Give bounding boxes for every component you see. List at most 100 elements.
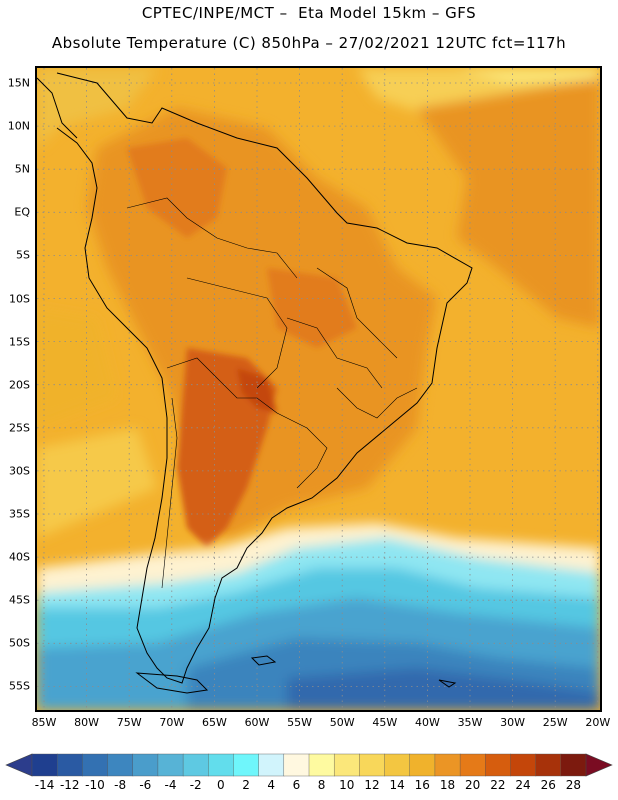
lat-label: 35S bbox=[9, 507, 30, 521]
central-america-coast bbox=[37, 77, 78, 139]
colorbar-tick-label: -4 bbox=[164, 778, 177, 792]
colorbar-segment bbox=[535, 753, 562, 777]
colorbar-over-arrow bbox=[585, 753, 613, 777]
lon-label: 60W bbox=[244, 716, 270, 729]
colorbar-segment bbox=[56, 753, 83, 777]
lat-label: EQ bbox=[14, 205, 30, 219]
lon-label: 20W bbox=[585, 716, 611, 729]
colorbar-tick-label: -12 bbox=[59, 778, 80, 792]
lat-label: 55S bbox=[9, 679, 30, 693]
colorbar-segment bbox=[157, 753, 184, 777]
graticule-grid bbox=[37, 68, 600, 710]
lon-label: 30W bbox=[500, 716, 526, 729]
colorbar-segment bbox=[82, 753, 109, 777]
colorbar-segment bbox=[409, 753, 436, 777]
colorbar-tick-label: 20 bbox=[465, 778, 481, 792]
colorbar-tick-label: 16 bbox=[414, 778, 430, 792]
colorbar-tick-label: 18 bbox=[439, 778, 456, 792]
colorbar-tick-label: 4 bbox=[267, 778, 276, 792]
colorbar-segment bbox=[132, 753, 159, 777]
colorbar-tick-label: 28 bbox=[565, 778, 582, 792]
colorbar-segment bbox=[258, 753, 285, 777]
tierra-del-fuego bbox=[135, 672, 209, 694]
field-12-14-north bbox=[457, 68, 600, 82]
lat-label: 5N bbox=[14, 162, 30, 176]
colorbar-segment bbox=[434, 753, 461, 777]
border-paraguay-uruguay bbox=[276, 412, 328, 489]
lon-label: 35W bbox=[457, 716, 483, 729]
south-georgia bbox=[438, 679, 457, 688]
colorbar-tick-label: 14 bbox=[389, 778, 405, 792]
coastlines bbox=[37, 72, 473, 694]
colorbar-segment bbox=[384, 753, 411, 777]
border-brazil-states-a bbox=[316, 267, 398, 359]
lat-label: 30S bbox=[9, 464, 30, 478]
border-andean bbox=[126, 197, 298, 279]
colorbar-tick-label: -2 bbox=[189, 778, 202, 792]
lat-label: 40S bbox=[9, 550, 30, 564]
colorbar bbox=[5, 753, 613, 777]
map-panel bbox=[35, 66, 602, 712]
colorbar-segment bbox=[333, 753, 360, 777]
field-16-18-nw bbox=[37, 68, 157, 148]
colorbar-tick-label: 8 bbox=[317, 778, 326, 792]
colorbar-segment bbox=[308, 753, 335, 777]
field-20-22-atlantic bbox=[417, 78, 600, 328]
colorbar-tick-label: 6 bbox=[292, 778, 301, 792]
lat-label: 15S bbox=[9, 335, 30, 349]
colorbar-tick-label: -6 bbox=[139, 778, 152, 792]
colorbar-tick-label: 0 bbox=[217, 778, 225, 792]
lon-label: 55W bbox=[287, 716, 313, 729]
border-chile-argentina bbox=[161, 397, 178, 589]
colorbar-segment bbox=[233, 753, 260, 777]
lon-label: 45W bbox=[372, 716, 398, 729]
lat-label: 10N bbox=[7, 119, 30, 133]
chart-title-line1: CPTEC/INPE/MCT – Eta Model 15km – GFS bbox=[141, 4, 477, 22]
lon-label: 85W bbox=[31, 716, 57, 729]
colorbar-segment bbox=[459, 753, 486, 777]
colorbar-tick-label: 10 bbox=[339, 778, 355, 792]
border-brazil-states-b bbox=[286, 317, 383, 389]
lon-label: 25W bbox=[542, 716, 568, 729]
colorbar-tick-label: 24 bbox=[515, 778, 531, 792]
colorbar-tick-label: 2 bbox=[242, 778, 250, 792]
colorbar-under-arrow bbox=[5, 753, 33, 777]
temperature-map bbox=[37, 68, 600, 710]
lat-label: 45S bbox=[9, 593, 30, 607]
lat-label: 5S bbox=[16, 248, 30, 262]
lon-label: 40W bbox=[414, 716, 440, 729]
colorbar-tick-label: -8 bbox=[114, 778, 127, 792]
country-borders bbox=[126, 197, 418, 589]
lon-label: 65W bbox=[201, 716, 227, 729]
lon-label: 75W bbox=[116, 716, 142, 729]
colorbar-tick-label: 22 bbox=[490, 778, 506, 792]
colorbar-tick-label: -10 bbox=[85, 778, 105, 792]
lat-label: 25S bbox=[9, 421, 30, 435]
lon-label: 70W bbox=[159, 716, 185, 729]
colorbar-segment bbox=[208, 753, 234, 777]
field-16-18-pacific bbox=[37, 428, 157, 538]
south-america-coast bbox=[56, 72, 473, 684]
colorbar-segment bbox=[359, 753, 386, 777]
lat-label: 10S bbox=[9, 292, 30, 305]
field-22-24-brazil bbox=[267, 268, 357, 348]
lat-label: 15N bbox=[7, 76, 30, 90]
colorbar-segment bbox=[31, 753, 58, 777]
field-neg10-neg8-south bbox=[287, 668, 600, 710]
colorbar-segment bbox=[510, 753, 537, 777]
colorbar-segment bbox=[182, 753, 209, 777]
colorbar-tick-label: -14 bbox=[34, 778, 55, 792]
chart-title-line2: Absolute Temperature (C) 850hPa – 27/02/… bbox=[51, 34, 567, 52]
colorbar-segment bbox=[283, 753, 310, 777]
colorbar-tick-label: 26 bbox=[540, 778, 556, 792]
lat-label: 20S bbox=[9, 378, 30, 392]
border-brazil-states-c bbox=[336, 387, 418, 419]
lat-label: 50S bbox=[9, 636, 30, 650]
border-bolivia bbox=[166, 357, 278, 414]
colorbar-segment bbox=[485, 753, 511, 777]
field-24-26-spot bbox=[237, 368, 277, 413]
lon-label: 80W bbox=[74, 716, 100, 729]
colorbar-tick-label: 12 bbox=[364, 778, 380, 792]
field-22-24-north bbox=[127, 138, 227, 238]
field-18-20-pacific bbox=[37, 308, 117, 428]
